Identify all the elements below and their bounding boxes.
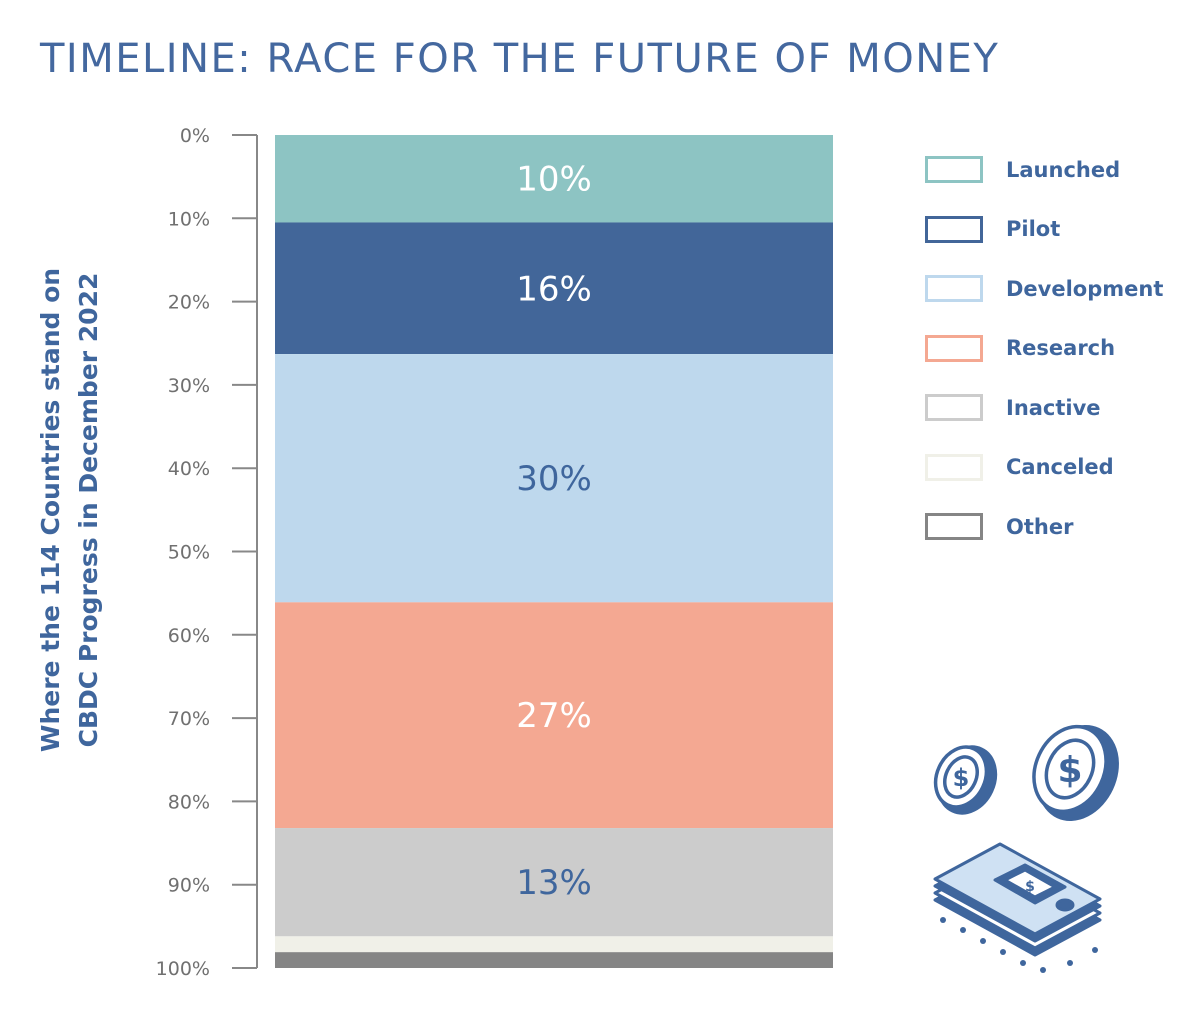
bar-segment-canceled [275,936,833,953]
data-label-launched: 10% [516,160,592,200]
legend-swatch-pilot [925,215,983,243]
y-tick-label: 70% [168,708,210,730]
bar-segment-other [275,952,833,968]
coin-large-icon: $ [1032,724,1119,821]
data-label-development: 30% [516,459,592,499]
y-tick-label: 10% [168,208,210,230]
bar-segment-launched [275,135,833,223]
legend-label-launched: Launched [1006,157,1121,182]
y-tick-label: 90% [168,875,210,897]
legend-label-development: Development [1006,276,1164,301]
coin-small-icon: $ [933,745,998,815]
legend-item-launched: Launched [925,140,1163,200]
legend-item-pilot: Pilot [925,200,1163,260]
data-label-research: 27% [516,696,592,736]
bar-segment-inactive [275,828,833,937]
legend-label-canceled: Canceled [1006,455,1114,480]
y-tick-label: 80% [168,791,210,813]
legend-item-canceled: Canceled [925,438,1163,498]
y-tick-label: 100% [156,958,210,980]
legend-item-other: Other [925,497,1163,557]
y-tick-label: 0% [180,125,210,147]
data-label-inactive: 13% [516,863,592,903]
y-tick-label: 40% [168,458,210,480]
legend-swatch-development [925,275,983,303]
bar-segment-pilot [275,222,833,355]
y-tick-label: 50% [168,542,210,564]
legend: Launched Pilot Development Research Inac… [925,140,1163,557]
legend-swatch-inactive [925,394,983,422]
svg-text:$: $ [953,764,970,792]
legend-swatch-other [925,513,983,541]
legend-swatch-canceled [925,453,983,481]
legend-swatch-launched [925,156,983,184]
legend-label-other: Other [1006,514,1074,539]
legend-label-pilot: Pilot [1006,217,1061,242]
legend-label-inactive: Inactive [1006,395,1101,420]
legend-item-research: Research [925,319,1163,379]
y-tick-label: 20% [168,292,210,314]
stacked-bar-chart: 0% 10% 20% 30% 40% 50% 60% 70% 80% 90% 100% 10% 16% 3… [156,125,833,980]
legend-swatch-research [925,334,983,362]
data-label-pilot: 16% [516,269,592,309]
cash-stack-icon: $ [933,842,1102,973]
legend-item-inactive: Inactive [925,378,1163,438]
svg-text:$: $ [1057,750,1082,791]
y-tick-label: 60% [168,625,210,647]
y-tick-label: 30% [168,375,210,397]
bar-segment-development [275,354,833,603]
money-illustration: $ $ $ [933,724,1119,973]
chart-title: TIMELINE: RACE FOR THE FUTURE OF MONEY [40,36,1000,82]
legend-label-research: Research [1006,336,1116,361]
legend-item-development: Development [925,259,1163,319]
svg-text:$: $ [1025,879,1035,895]
bar-segment-research [275,602,833,829]
